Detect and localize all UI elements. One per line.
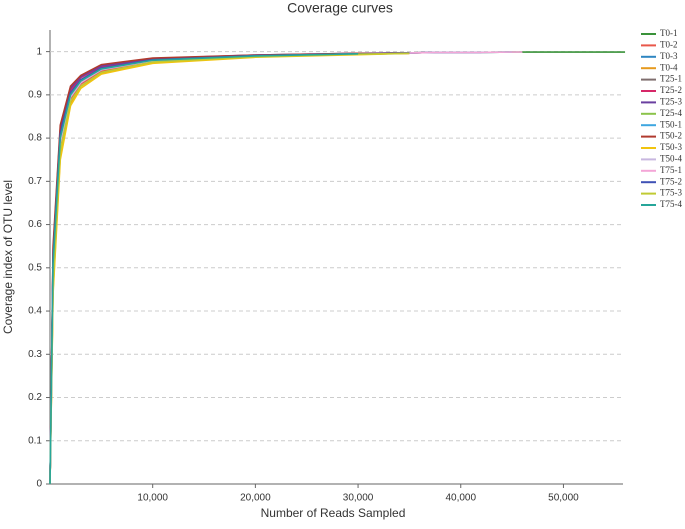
line-series (49, 52, 410, 485)
y-tick-label: 0.6 (28, 219, 42, 230)
y-axis-label: Coverage index of OTU level (1, 180, 15, 334)
x-tick-label: 10,000 (137, 493, 168, 504)
line-series (49, 52, 410, 485)
legend-label: T50-1 (660, 119, 682, 129)
x-tick-label: 30,000 (343, 493, 374, 504)
chart-title: Coverage curves (287, 0, 393, 16)
y-tick-label: 0.5 (28, 262, 42, 273)
x-tick-label: 20,000 (240, 493, 271, 504)
line-series (49, 52, 410, 485)
line-series (49, 52, 410, 485)
line-series (49, 52, 410, 485)
legend-label: T25-4 (660, 108, 682, 118)
legend-label: T50-2 (660, 131, 682, 141)
y-tick-label: 0.8 (28, 133, 42, 144)
legend-label: T0-1 (660, 28, 678, 38)
line-series (49, 52, 410, 485)
y-tick-label: 0.1 (28, 435, 42, 446)
legend-label: T50-4 (660, 153, 682, 163)
line-series (49, 52, 410, 485)
legend-label: T75-3 (660, 188, 682, 198)
x-axis-label: Number of Reads Sampled (261, 506, 406, 520)
y-tick-label: 0.7 (28, 176, 42, 187)
line-series (49, 52, 410, 485)
y-tick-label: 0.3 (28, 349, 42, 360)
legend-label: T75-2 (660, 176, 682, 186)
legend-label: T0-3 (660, 51, 678, 61)
legend-label: T25-3 (660, 96, 682, 106)
y-tick-label: 0.4 (28, 306, 42, 317)
x-tick-label: 50,000 (548, 493, 579, 504)
y-tick-label: 0.2 (28, 392, 42, 403)
legend-label: T25-2 (660, 85, 682, 95)
y-tick-label: 1 (36, 46, 42, 57)
y-tick-label: 0 (36, 479, 42, 490)
line-series (49, 52, 359, 485)
line-series (49, 52, 359, 485)
legend-label: T75-4 (660, 199, 682, 209)
legend-label: T25-1 (660, 74, 682, 84)
legend-label: T75-1 (660, 165, 682, 175)
y-tick-label: 0.9 (28, 89, 42, 100)
legend-label: T0-2 (660, 39, 678, 49)
legend-label: T0-4 (660, 62, 678, 72)
legend-label: T50-3 (660, 142, 682, 152)
x-tick-label: 40,000 (445, 493, 476, 504)
